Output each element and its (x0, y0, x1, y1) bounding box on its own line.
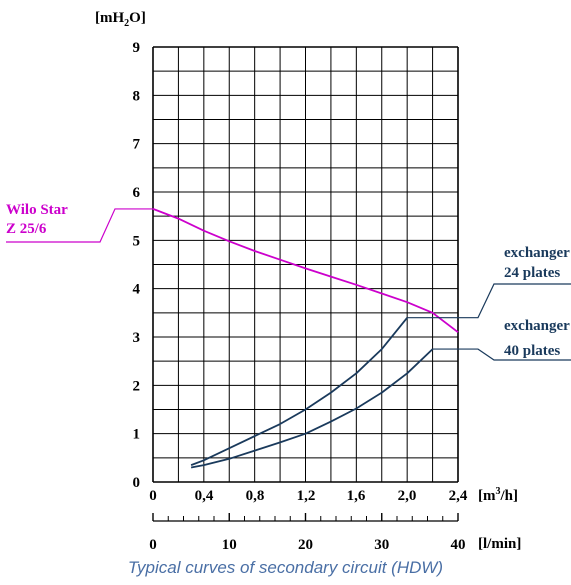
y-axis-label: [mH2O] (95, 10, 146, 29)
x-tick-label: 2,0 (398, 488, 417, 504)
x2-axis-label: [l/min] (478, 536, 521, 552)
x2-tick-label: 10 (222, 537, 237, 553)
x-tick-label: 1,2 (297, 488, 316, 504)
y-tick-label: 0 (133, 475, 141, 491)
legend-wilo-line1: Wilo Star (6, 202, 68, 218)
leader-24 (407, 283, 571, 319)
wilo-star-curve (152, 208, 459, 333)
legend-24-line1: exchanger (504, 245, 570, 261)
exchanger-24-curve (190, 317, 408, 466)
y-tick-label: 2 (133, 378, 141, 394)
x-tick-label: 0,8 (246, 488, 265, 504)
chart-caption: Typical curves of secondary circuit (HDW… (127, 558, 444, 577)
leader-wilo (6, 208, 153, 243)
y-tick-label: 4 (133, 282, 141, 298)
y-tick-labels: 0 1 2 3 4 5 6 7 8 9 (133, 40, 141, 491)
leader-40 (432, 348, 571, 361)
legend-40-line2: 40 plates (504, 343, 560, 359)
y-tick-label: 3 (133, 330, 141, 346)
legend-24-line2: 24 plates (504, 265, 560, 281)
x2-tick-label: 30 (374, 537, 389, 553)
x-tick-label: 0,4 (195, 488, 214, 504)
legend-wilo-line2: Z 25/6 (6, 221, 47, 237)
x-tick-label: 1,6 (347, 488, 366, 504)
x-axis-label: [m3/h] (478, 486, 518, 504)
curves (6, 208, 571, 469)
x-tick-labels: 0 0,4 0,8 1,2 1,6 2,0 2,4 (149, 488, 468, 504)
y-tick-label: 1 (133, 427, 141, 443)
x2-tick-label: 0 (149, 537, 157, 553)
x-tick-label: 2,4 (449, 488, 468, 504)
x-tick-label: 0 (149, 488, 157, 504)
x2-tick-label: 20 (298, 537, 313, 553)
y-tick-label: 6 (133, 185, 141, 201)
y-tick-label: 5 (133, 233, 141, 249)
grid (152, 46, 459, 483)
y-tick-label: 8 (133, 88, 141, 104)
y-tick-label: 7 (133, 137, 141, 153)
exchanger-40-curve (190, 348, 434, 469)
y-tick-label: 9 (133, 40, 141, 56)
legend-40-line1: exchanger (504, 318, 570, 334)
secondary-x-axis: 0 10 20 30 40 (149, 513, 466, 553)
x2-tick-label: 40 (451, 537, 466, 553)
